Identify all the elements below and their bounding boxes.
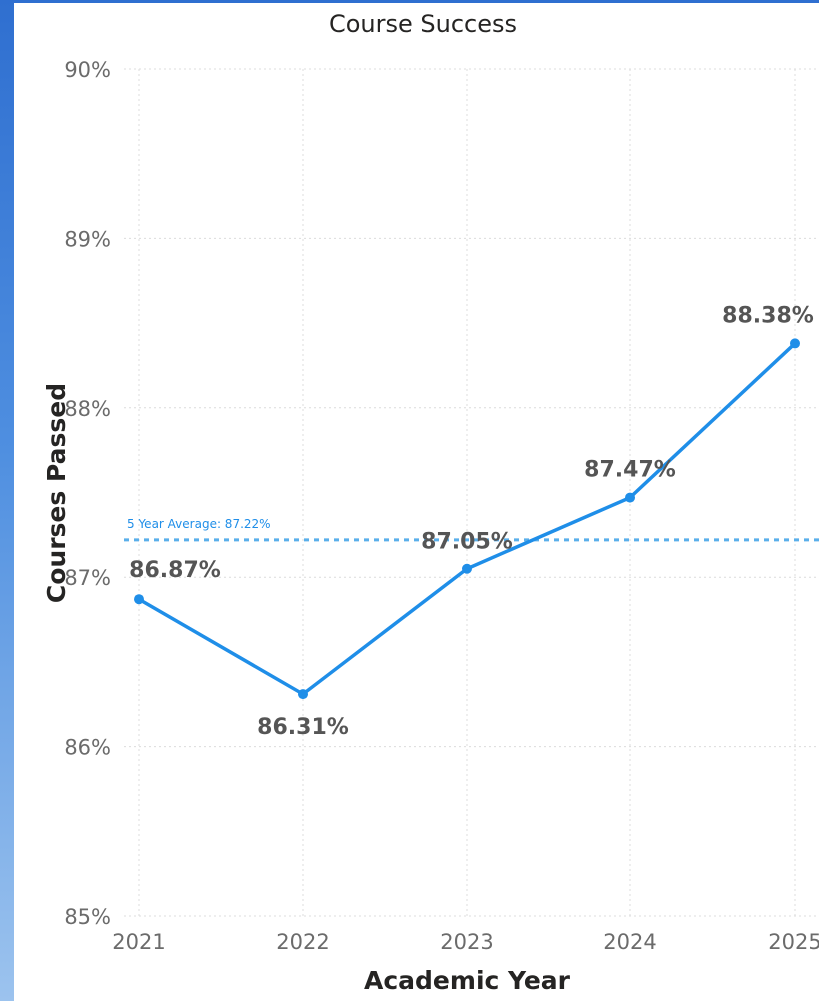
data-point <box>298 689 308 700</box>
data-point <box>625 492 635 503</box>
x-tick-label: 2025 <box>768 930 819 954</box>
data-point <box>134 594 144 605</box>
y-axis-title: Courses Passed <box>42 383 71 603</box>
y-tick-label: 86% <box>64 736 111 760</box>
window-frame-top <box>0 0 819 3</box>
line-chart: Course Success 85%86%87%88%89%90% 2021 20… <box>42 10 819 995</box>
x-axis-title: Academic Year <box>364 966 571 995</box>
x-tick-label: 2022 <box>276 930 329 954</box>
data-label: 88.38% <box>722 303 814 328</box>
data-point <box>462 563 472 574</box>
x-tick-label: 2024 <box>603 930 656 954</box>
data-label: 86.87% <box>129 558 221 583</box>
x-axis-ticks: 2021 2022 2023 2024 2025 <box>112 930 819 954</box>
chart-title: Course Success <box>329 10 517 38</box>
y-tick-label: 89% <box>64 227 111 251</box>
y-axis-ticks: 85% 86% 87% 88% 89% 90% <box>64 58 111 929</box>
data-label: 86.31% <box>257 715 349 740</box>
y-tick-label: 87% <box>64 566 111 590</box>
y-tick-label: 88% <box>64 397 111 421</box>
data-labels: 86.87% 86.31% 87.05% 87.47% 88.38% <box>129 303 814 740</box>
window-frame-left <box>0 0 14 1001</box>
data-label: 87.47% <box>584 458 676 483</box>
data-label: 87.05% <box>421 530 513 555</box>
average-reference-label: 5 Year Average: 87.22% <box>127 517 271 531</box>
chart-panel: Course Success 85% 86% 87% 88% 89% 90% 2021 20… <box>14 3 819 1001</box>
y-tick-label: 85% <box>64 905 111 929</box>
x-tick-label: 2021 <box>112 930 165 954</box>
gridlines <box>124 68 819 917</box>
data-points <box>134 338 800 700</box>
y-tick-label: 90% <box>64 58 111 82</box>
data-point <box>790 338 800 349</box>
x-tick-label: 2023 <box>440 930 493 954</box>
